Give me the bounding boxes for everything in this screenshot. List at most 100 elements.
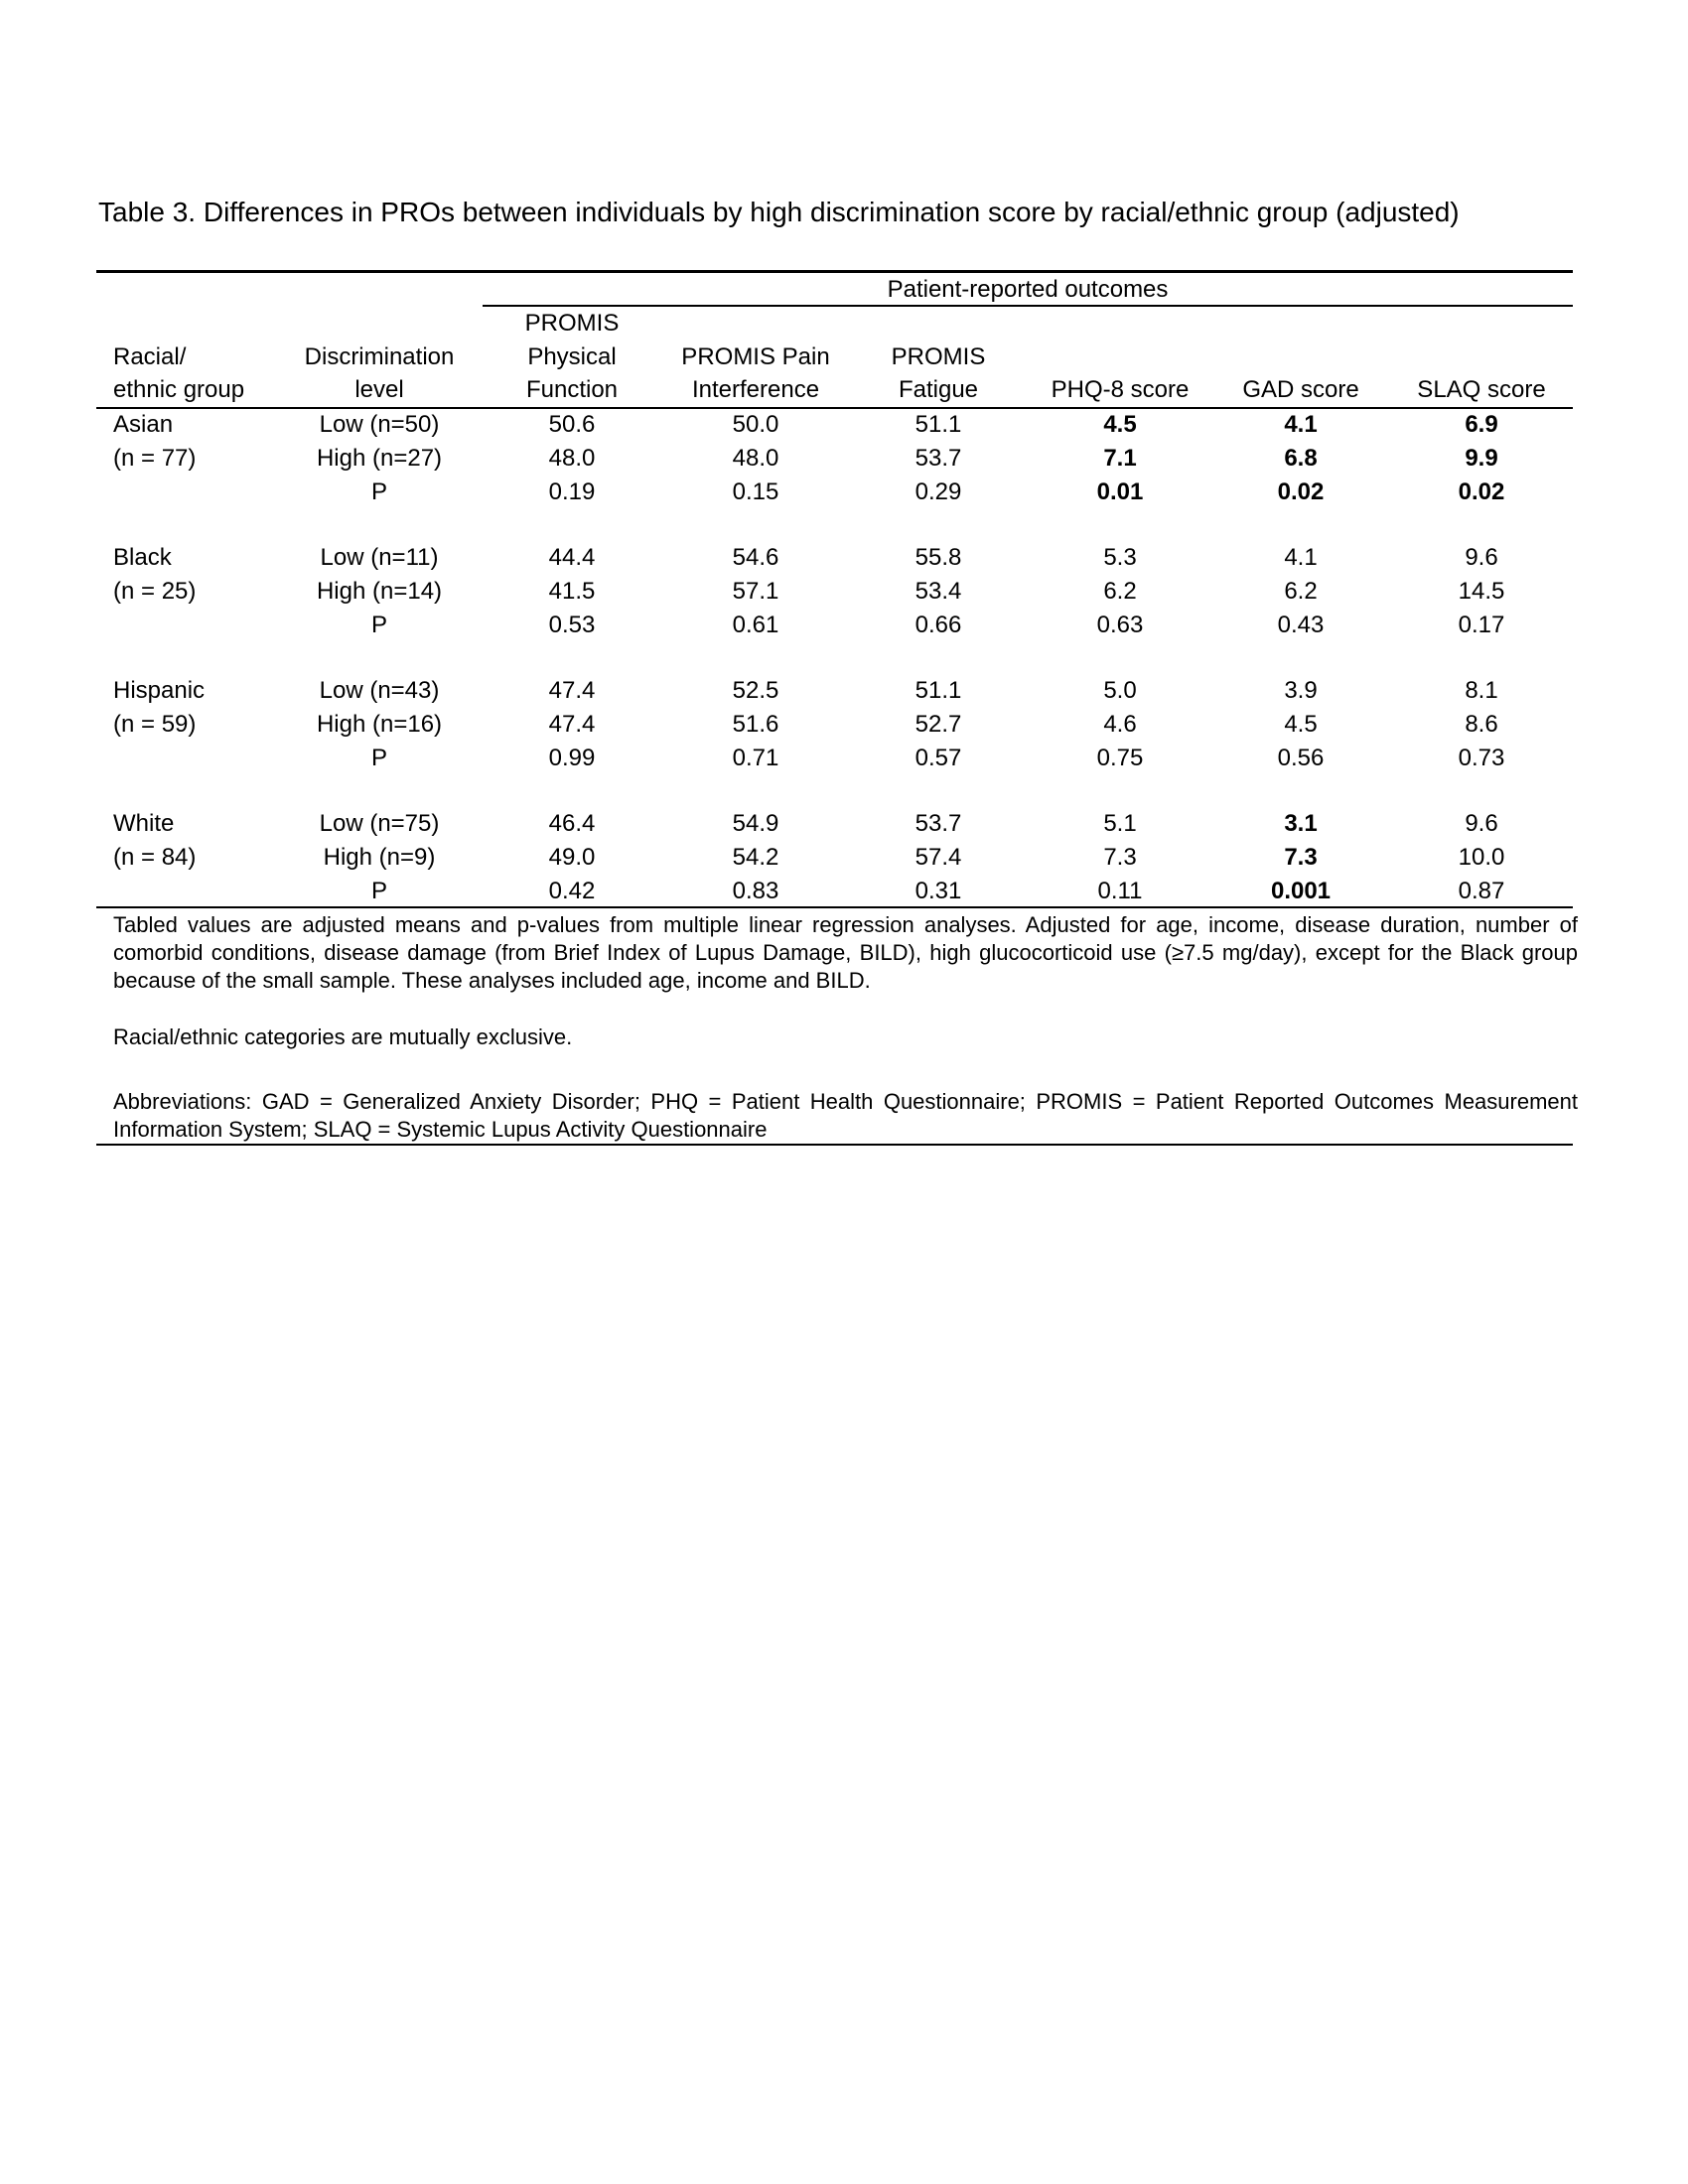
table-cell: 4.5 <box>1284 711 1318 738</box>
table-cell: 0.42 <box>548 878 596 904</box>
table-cell: 4.5 <box>1103 411 1137 438</box>
group-n: (n = 84) <box>113 844 197 871</box>
table-cell: 8.6 <box>1465 711 1498 738</box>
table-cell: 53.4 <box>914 578 962 605</box>
table-cell: 41.5 <box>548 578 596 605</box>
table-cell: 4.1 <box>1284 411 1318 438</box>
table-cell: 0.56 <box>1277 745 1325 771</box>
table-cell: 3.9 <box>1284 677 1318 704</box>
table-cell: 3.1 <box>1284 810 1318 837</box>
table-cell: 0.29 <box>914 478 962 505</box>
table-cell: 9.6 <box>1465 544 1498 571</box>
table-cell: 7.1 <box>1103 445 1137 472</box>
column-header: Physical <box>527 343 617 370</box>
spanner-rule <box>483 305 1573 307</box>
column-header: SLAQ score <box>1417 376 1546 403</box>
column-header: Function <box>525 376 619 403</box>
table-cell: 47.4 <box>548 677 596 704</box>
table-cell: 0.19 <box>548 478 596 505</box>
spanner-header: Patient-reported outcomes <box>887 276 1169 303</box>
table-cell: 47.4 <box>548 711 596 738</box>
group-name: Hispanic <box>113 677 206 704</box>
discrimination-level: Low (n=50) <box>319 411 440 438</box>
table-cell: 9.6 <box>1465 810 1498 837</box>
group-name: Asian <box>113 411 174 438</box>
table-cell: 4.1 <box>1284 544 1318 571</box>
column-header: Discrimination <box>304 343 455 370</box>
table-cell: 4.6 <box>1103 711 1137 738</box>
table-cell: 6.8 <box>1284 445 1318 472</box>
footnote-categories: Racial/ethnic categories are mutually ex… <box>113 1024 573 1049</box>
table-cell: 44.4 <box>548 544 596 571</box>
table-cell: 0.63 <box>1096 612 1144 638</box>
column-header: PHQ-8 score <box>1051 376 1190 403</box>
table-cell: 0.99 <box>548 745 596 771</box>
table-cell: 0.11 <box>1097 878 1143 904</box>
table-cell: 6.2 <box>1284 578 1318 605</box>
table-cell: 48.0 <box>548 445 596 472</box>
group-n: (n = 77) <box>113 445 197 472</box>
table-cell: 0.15 <box>732 478 779 505</box>
table-cell: 51.1 <box>914 677 962 704</box>
column-header: Fatigue <box>898 376 979 403</box>
table-cell: 0.73 <box>1458 745 1505 771</box>
table-cell: 53.7 <box>914 810 962 837</box>
column-header: level <box>354 376 404 403</box>
table-cell: 52.5 <box>732 677 779 704</box>
table-cell: 0.17 <box>1458 612 1505 638</box>
table-cell: 53.7 <box>914 445 962 472</box>
table-cell: 50.0 <box>732 411 779 438</box>
table-cell: 0.57 <box>914 745 962 771</box>
discrimination-level: Low (n=43) <box>319 677 440 704</box>
table-cell: 5.1 <box>1103 810 1137 837</box>
table-cell: 0.01 <box>1096 478 1144 505</box>
table-cell: 14.5 <box>1458 578 1505 605</box>
column-header: Interference <box>691 376 820 403</box>
group-name: Black <box>113 544 172 571</box>
table-cell: 9.9 <box>1465 445 1498 472</box>
table-cell: 6.2 <box>1103 578 1137 605</box>
table-cell: 54.2 <box>732 844 779 871</box>
column-header: GAD score <box>1242 376 1359 403</box>
table-cell: 0.53 <box>548 612 596 638</box>
table-cell: 51.6 <box>732 711 779 738</box>
column-header: ethnic group <box>113 376 245 403</box>
group-name: White <box>113 810 175 837</box>
table-title: Table 3. Differences in PROs between ind… <box>98 197 1460 227</box>
table-cell: 0.75 <box>1096 745 1144 771</box>
top-rule <box>96 270 1573 273</box>
table-cell: 52.7 <box>914 711 962 738</box>
table-cell: 0.001 <box>1270 878 1332 904</box>
discrimination-level: High (n=9) <box>323 844 436 871</box>
table-cell: 8.1 <box>1465 677 1498 704</box>
table-cell: 57.4 <box>914 844 962 871</box>
discrimination-level: High (n=27) <box>316 445 443 472</box>
group-n: (n = 59) <box>113 711 197 738</box>
table-cell: 50.6 <box>548 411 596 438</box>
discrimination-level: Low (n=11) <box>320 544 439 571</box>
table-cell: 49.0 <box>548 844 596 871</box>
table-cell: 46.4 <box>548 810 596 837</box>
table-cell: 10.0 <box>1458 844 1505 871</box>
table-cell: 51.1 <box>914 411 962 438</box>
discrimination-level: P <box>370 478 388 505</box>
column-header: Racial/ <box>113 343 187 370</box>
footer-rule <box>96 1144 1573 1146</box>
table-cell: 55.8 <box>914 544 962 571</box>
table-cell: 5.3 <box>1103 544 1137 571</box>
column-header: PROMIS Pain <box>681 343 830 370</box>
table-cell: 5.0 <box>1103 677 1137 704</box>
discrimination-level: Low (n=75) <box>319 810 440 837</box>
table-cell: 0.87 <box>1458 878 1505 904</box>
footnote-adjustment: Tabled values are adjusted means and p-v… <box>113 912 1578 993</box>
column-header: PROMIS <box>891 343 986 370</box>
table-cell: 48.0 <box>732 445 779 472</box>
table-cell: 0.02 <box>1277 478 1325 505</box>
discrimination-level: P <box>370 878 388 904</box>
discrimination-level: P <box>370 745 388 771</box>
discrimination-level: High (n=14) <box>316 578 443 605</box>
discrimination-level: High (n=16) <box>316 711 443 738</box>
table-cell: 7.3 <box>1103 844 1137 871</box>
table-cell: 54.6 <box>732 544 779 571</box>
header-rule <box>96 407 1573 409</box>
